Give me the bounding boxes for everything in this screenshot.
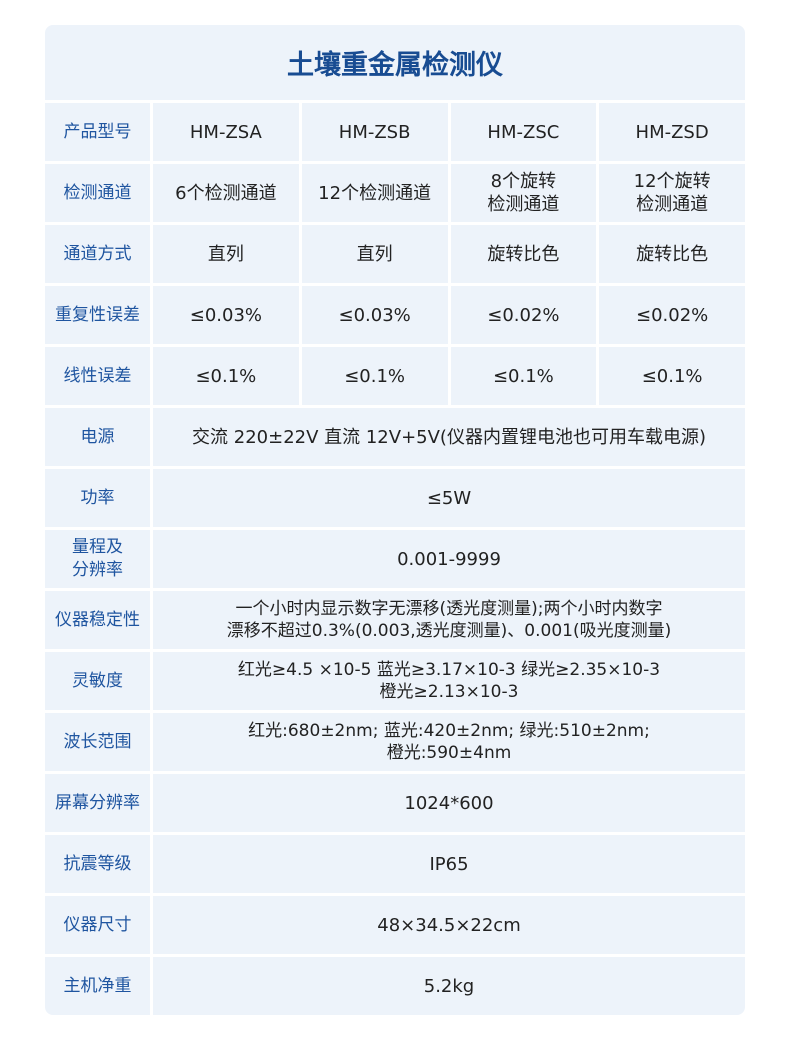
row-label: 检测通道 (45, 164, 150, 222)
row-label: 通道方式 (45, 225, 150, 283)
spec-value: 8个旋转 检测通道 (450, 164, 597, 222)
spec-value: 12个旋转 检测通道 (599, 164, 745, 222)
row-label: 波长范围 (45, 713, 150, 771)
row-label: 线性误差 (45, 347, 150, 405)
spec-value: 6个检测通道 (153, 164, 299, 222)
spec-grid: 产品型号 HM-ZSA HM-ZSB HM-ZSC HM-ZSD 检测通道 6个检测通道 12… (45, 103, 745, 1015)
spec-value: 48×34.5×22cm (153, 896, 745, 954)
spec-value: 0.001-9999 (153, 530, 745, 588)
row-label: 电源 (45, 408, 150, 466)
spec-value: 一个小时内显示数字无漂移(透光度测量);两个小时内数字 漂移不超过0.3%(0.… (153, 591, 745, 649)
row-label: 灵敏度 (45, 652, 150, 710)
spec-table-card: 土壤重金属检测仪 产品型号 HM-ZSA HM-ZSB HM-ZSC HM-ZSD 检测通… (45, 25, 745, 1015)
row-label: 仪器尺寸 (45, 896, 150, 954)
row-label: 重复性误差 (45, 286, 150, 344)
spec-value: ≤0.03% (301, 286, 448, 344)
row-label: 量程及 分辨率 (45, 530, 150, 588)
spec-value: IP65 (153, 835, 745, 893)
spec-value: 直列 (301, 225, 448, 283)
spec-value: 旋转比色 (599, 225, 745, 283)
spec-value: HM-ZSC (450, 103, 597, 161)
row-label: 抗震等级 (45, 835, 150, 893)
spec-value: HM-ZSB (301, 103, 448, 161)
spec-value: ≤0.03% (153, 286, 299, 344)
row-label: 主机净重 (45, 957, 150, 1015)
spec-value: 红光:680±2nm; 蓝光:420±2nm; 绿光:510±2nm; 橙光:5… (153, 713, 745, 771)
table-title: 土壤重金属检测仪 (45, 25, 745, 100)
spec-value: ≤0.1% (301, 347, 448, 405)
spec-value: 12个检测通道 (301, 164, 448, 222)
row-label: 产品型号 (45, 103, 150, 161)
spec-value: ≤0.02% (450, 286, 597, 344)
spec-value: HM-ZSA (153, 103, 299, 161)
spec-value: HM-ZSD (599, 103, 745, 161)
spec-value: 1024*600 (153, 774, 745, 832)
spec-value: 5.2kg (153, 957, 745, 1015)
spec-value: ≤0.1% (153, 347, 299, 405)
row-label: 功率 (45, 469, 150, 527)
spec-value: ≤0.1% (599, 347, 745, 405)
spec-value: ≤5W (153, 469, 745, 527)
row-label: 屏幕分辨率 (45, 774, 150, 832)
spec-value: ≤0.1% (450, 347, 597, 405)
row-label: 仪器稳定性 (45, 591, 150, 649)
spec-value: ≤0.02% (599, 286, 745, 344)
spec-value: 红光≥4.5 ×10-5 蓝光≥3.17×10-3 绿光≥2.35×10-3 橙… (153, 652, 745, 710)
spec-value: 交流 220±22V 直流 12V+5V(仪器内置锂电池也可用车载电源) (153, 408, 745, 466)
spec-value: 直列 (153, 225, 299, 283)
spec-value: 旋转比色 (450, 225, 597, 283)
